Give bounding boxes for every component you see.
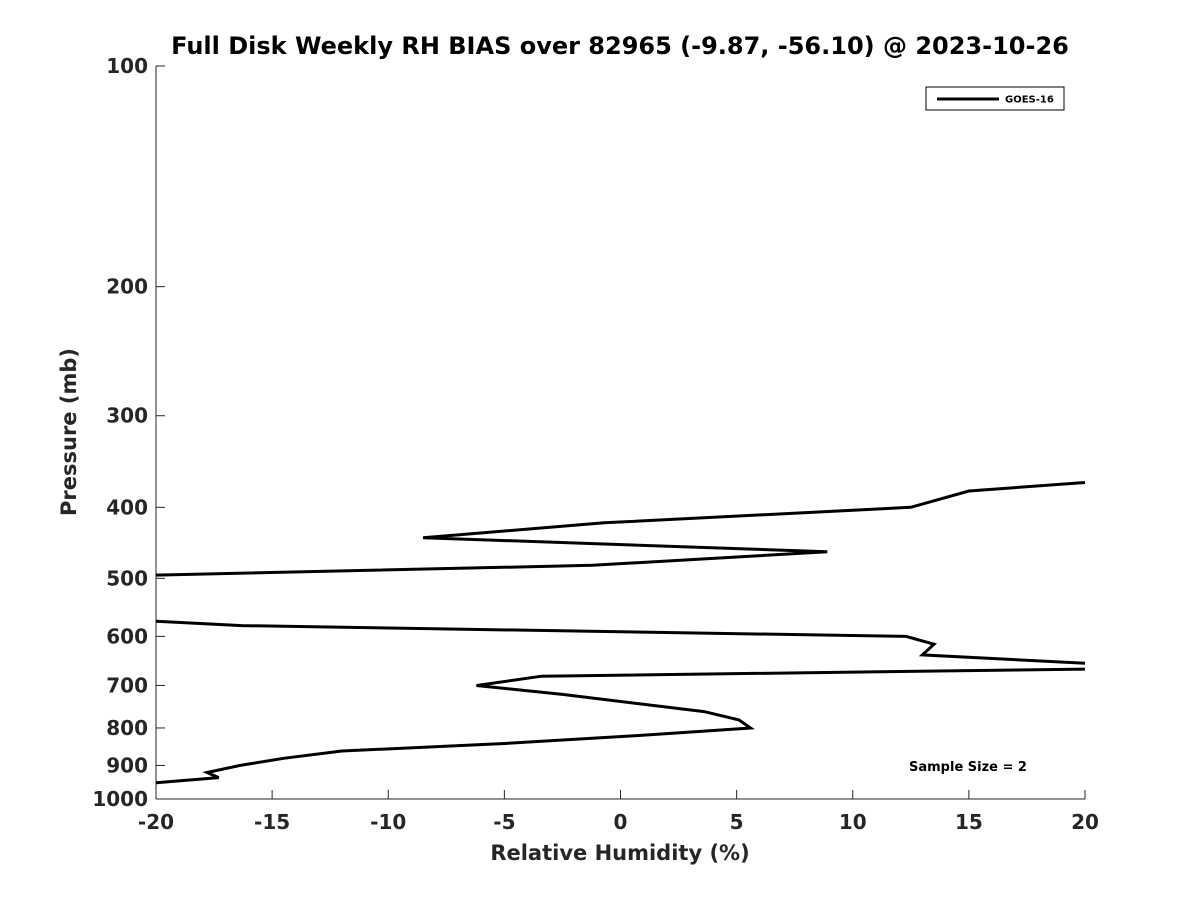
y-tick-label: 800 (106, 716, 148, 740)
y-tick-label: 900 (106, 753, 148, 777)
series-line-goes-16 (155, 619, 1086, 665)
y-tick-label: 700 (106, 673, 148, 697)
legend: GOES-16 (925, 86, 1065, 111)
plot-area (156, 66, 1085, 799)
x-tick-label: -15 (254, 810, 290, 834)
x-tick-label: -5 (493, 810, 515, 834)
x-tick-label: -10 (370, 810, 406, 834)
series-line-goes-16 (155, 481, 1086, 577)
x-tick-label: 20 (1071, 810, 1099, 834)
x-tick-label: 15 (955, 810, 983, 834)
y-tick-label: 600 (106, 624, 148, 648)
y-tick-label: 500 (106, 566, 148, 590)
x-tick-label: 0 (614, 810, 628, 834)
y-tick-label: 100 (106, 54, 148, 78)
y-axis-label: Pressure (mb) (57, 348, 81, 516)
sample-size-annotation: Sample Size = 2 (909, 760, 1027, 775)
x-tick-label: 5 (730, 810, 744, 834)
y-axis-ticks: 100 200 300 400 500 600 700 800 900 1000 (92, 54, 165, 811)
x-tick-label: 10 (839, 810, 867, 834)
y-tick-label: 300 (106, 404, 148, 428)
legend-label: GOES-16 (1005, 95, 1054, 106)
x-axis-ticks: -20 -15 -10 -5 0 5 10 15 20 (138, 790, 1099, 834)
x-tick-label: -20 (138, 810, 174, 834)
series-line-goes-16 (155, 667, 1086, 785)
chart-title: Full Disk Weekly RH BIAS over 82965 (-9.… (171, 32, 1069, 60)
y-tick-label: 400 (106, 495, 148, 519)
y-tick-label: 1000 (92, 787, 148, 811)
y-tick-label: 200 (106, 275, 148, 299)
series-group (155, 481, 1086, 785)
x-axis-label: Relative Humidity (%) (490, 841, 749, 865)
